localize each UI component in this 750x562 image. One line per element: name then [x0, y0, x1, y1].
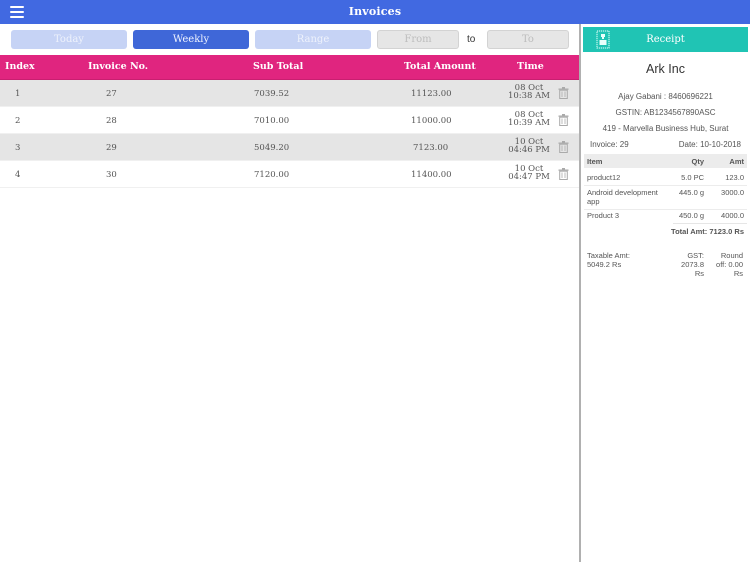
- company-name: Ark Inc: [646, 62, 685, 76]
- row-index: 2: [15, 116, 21, 126]
- gst-amount: GST: 2073.8 Rs: [681, 251, 704, 278]
- row-sub-total: 7010.00: [254, 116, 290, 126]
- contact-info: Ajay Gabani : 8460696221: [618, 92, 713, 101]
- table-row[interactable]: 2 28 7010.00 11000.00 08 Oct 10:39 AM: [0, 107, 580, 134]
- column-header-sub-total: Sub Total: [253, 61, 304, 72]
- filter-bar: Today Weekly Range From to To: [0, 24, 580, 55]
- row-invoice-no: 27: [106, 89, 117, 99]
- table-header: Index Invoice No. Sub Total Total Amount…: [0, 55, 580, 80]
- table-row[interactable]: 3 29 5049.20 7123.00 10 Oct 04:46 PM: [0, 134, 580, 161]
- receipt-panel: Receipt Ark Inc Ajay Gabani : 8460696221…: [581, 24, 750, 562]
- items-header: Item Qty Amt: [584, 154, 747, 168]
- trash-icon[interactable]: [558, 141, 569, 153]
- hamburger-menu-icon[interactable]: [10, 6, 24, 18]
- round-off: Round off: 0.00 Rs: [716, 251, 743, 278]
- receipt-item: product12 5.0 PC 123.0: [584, 171, 747, 186]
- row-invoice-no: 30: [106, 170, 117, 180]
- to-label: to: [467, 34, 476, 45]
- row-sub-total: 7039.52: [254, 89, 290, 99]
- row-total-amount: 11400.00: [411, 170, 452, 180]
- weekly-filter-button[interactable]: Weekly: [133, 30, 249, 49]
- column-header-invoice-no: Invoice No.: [88, 61, 149, 72]
- amt-col-label: Amt: [729, 157, 744, 166]
- page-title: Invoices: [348, 5, 402, 18]
- total-divider: [673, 223, 747, 224]
- range-filter-button[interactable]: Range: [255, 30, 371, 49]
- invoice-number: Invoice: 29: [590, 140, 629, 149]
- row-index: 1: [15, 89, 21, 99]
- qty-col-label: Qty: [691, 157, 704, 166]
- row-time: 10 Oct 04:47 PM: [508, 164, 550, 182]
- row-index: 4: [15, 170, 21, 180]
- trash-icon[interactable]: [558, 114, 569, 126]
- row-time: 08 Oct 10:39 AM: [507, 110, 551, 128]
- table-row[interactable]: 4 30 7120.00 11400.00 10 Oct 04:47 PM: [0, 161, 580, 188]
- row-invoice-no: 28: [106, 116, 117, 126]
- invoice-table-body: 1 27 7039.52 11123.00 08 Oct 10:38 AM 2 2…: [0, 80, 580, 188]
- trash-icon[interactable]: [558, 168, 569, 180]
- trash-icon[interactable]: [558, 87, 569, 99]
- receipt-item: Product 3 450.0 g 4000.0: [587, 211, 744, 220]
- invoice-list-panel: Today Weekly Range From to To Index Invo…: [0, 24, 580, 562]
- receipt-button-label: Receipt: [646, 34, 685, 45]
- from-date-field[interactable]: From: [377, 30, 459, 49]
- column-header-total-amount: Total Amount: [404, 61, 476, 72]
- row-total-amount: 7123.00: [413, 143, 449, 153]
- row-sub-total: 7120.00: [254, 170, 290, 180]
- today-filter-button[interactable]: Today: [11, 30, 127, 49]
- row-total-amount: 11123.00: [411, 89, 452, 99]
- receipt-button[interactable]: Receipt: [583, 27, 748, 52]
- row-time: 08 Oct 10:38 AM: [507, 83, 551, 101]
- row-time: 10 Oct 04:46 PM: [508, 137, 550, 155]
- row-invoice-no: 29: [106, 143, 117, 153]
- row-index: 3: [15, 143, 21, 153]
- receipt-icon: [596, 30, 610, 49]
- item-col-label: Item: [587, 157, 603, 166]
- column-header-index: Index: [5, 61, 35, 72]
- receipt-item: Android development app 445.0 g 3000.0: [584, 186, 747, 210]
- total-amount: Total Amt: 7123.0 Rs: [671, 227, 744, 236]
- app-header: Invoices: [0, 0, 750, 24]
- to-date-field[interactable]: To: [487, 30, 569, 49]
- address: 419 - Marvella Business Hub, Surat: [602, 124, 729, 133]
- table-row[interactable]: 1 27 7039.52 11123.00 08 Oct 10:38 AM: [0, 80, 580, 107]
- invoice-date: Date: 10-10-2018: [678, 140, 741, 149]
- column-header-time: Time: [517, 61, 544, 72]
- row-total-amount: 11000.00: [411, 116, 452, 126]
- panel-divider[interactable]: [579, 24, 581, 562]
- gstin: GSTIN: AB1234567890ASC: [615, 108, 716, 117]
- taxable-amount: Taxable Amt: 5049.2 Rs: [587, 251, 630, 269]
- row-sub-total: 5049.20: [254, 143, 290, 153]
